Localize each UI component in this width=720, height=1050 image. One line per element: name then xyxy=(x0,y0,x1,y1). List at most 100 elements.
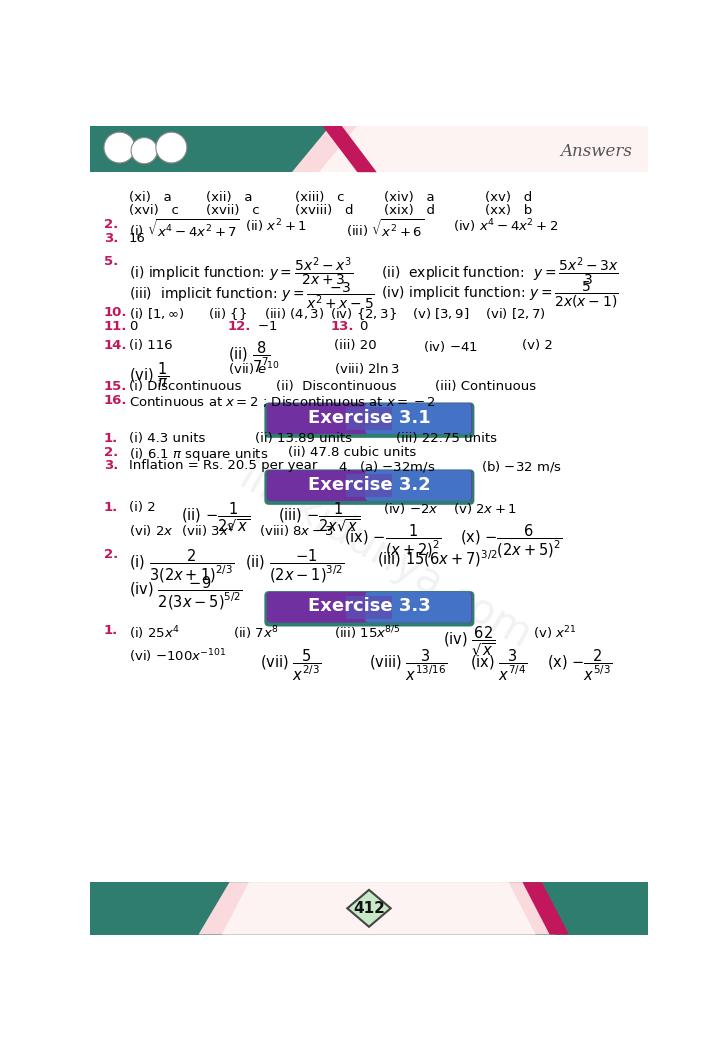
Text: 1.: 1. xyxy=(104,624,118,637)
Text: (xviii)   d: (xviii) d xyxy=(295,204,354,216)
Text: (xv)   d: (xv) d xyxy=(485,191,533,204)
Polygon shape xyxy=(292,126,648,172)
Text: 0: 0 xyxy=(129,320,137,333)
Text: (i) 4.3 units: (i) 4.3 units xyxy=(129,432,205,445)
Text: (iii) 22.75 units: (iii) 22.75 units xyxy=(396,432,497,445)
Text: (iii) $\sqrt{x^2+6}$: (iii) $\sqrt{x^2+6}$ xyxy=(346,217,425,239)
Text: (vi) $[2,7)$: (vi) $[2,7)$ xyxy=(485,307,546,321)
FancyBboxPatch shape xyxy=(264,469,474,505)
FancyBboxPatch shape xyxy=(365,470,472,501)
FancyBboxPatch shape xyxy=(266,470,472,501)
Text: (ii) $\{\}$: (ii) $\{\}$ xyxy=(208,307,247,322)
Circle shape xyxy=(131,138,158,164)
Text: Exercise 3.3: Exercise 3.3 xyxy=(307,597,431,615)
Text: (viii) $\dfrac{3}{x^{13/16}}$: (viii) $\dfrac{3}{x^{13/16}}$ xyxy=(369,647,447,682)
Polygon shape xyxy=(319,126,648,172)
Text: (ii) 13.89 units: (ii) 13.89 units xyxy=(255,432,352,445)
Text: (i) 6.1 $\pi$ square units: (i) 6.1 $\pi$ square units xyxy=(129,445,268,463)
Text: (vii) $3x^2$: (vii) $3x^2$ xyxy=(181,523,235,540)
FancyBboxPatch shape xyxy=(346,474,392,497)
Text: (iii)  implicit function: $y = \dfrac{-3}{x^2+x-5}$: (iii) implicit function: $y = \dfrac{-3}… xyxy=(129,280,374,311)
Text: ilmkidunya.com: ilmkidunya.com xyxy=(231,457,538,658)
Text: (xix)   d: (xix) d xyxy=(384,204,436,216)
Text: (ii) $\dfrac{-1}{(2x-1)^{3/2}}$: (ii) $\dfrac{-1}{(2x-1)^{3/2}}$ xyxy=(245,548,345,585)
Text: (vi) $-100x^{-101}$: (vi) $-100x^{-101}$ xyxy=(129,647,226,665)
Text: 10.: 10. xyxy=(104,307,127,319)
Text: (iv) $-2x$: (iv) $-2x$ xyxy=(383,501,438,516)
Text: (vi) $2x$: (vi) $2x$ xyxy=(129,523,174,538)
Text: (iv) $-41$: (iv) $-41$ xyxy=(423,339,478,354)
Text: (i) $\sqrt{x^4-4x^2+7}$: (i) $\sqrt{x^4-4x^2+7}$ xyxy=(129,217,240,239)
Text: (i) 2: (i) 2 xyxy=(129,501,156,514)
Circle shape xyxy=(104,132,135,163)
Text: (vii) $\dfrac{5}{x^{2/3}}$: (vii) $\dfrac{5}{x^{2/3}}$ xyxy=(261,647,322,682)
FancyBboxPatch shape xyxy=(266,592,472,623)
FancyBboxPatch shape xyxy=(365,592,472,623)
FancyBboxPatch shape xyxy=(266,403,472,434)
FancyBboxPatch shape xyxy=(90,172,648,882)
Text: (iv) implicit function: $y = \dfrac{5}{2x(x-1)}$: (iv) implicit function: $y = \dfrac{5}{2… xyxy=(381,280,618,311)
Text: Inflation = Rs. 20.5 per year: Inflation = Rs. 20.5 per year xyxy=(129,460,317,472)
Circle shape xyxy=(156,132,187,163)
Text: (xii)   a: (xii) a xyxy=(206,191,253,204)
Text: (ii)  Discontinuous: (ii) Discontinuous xyxy=(276,380,397,393)
Text: 14.: 14. xyxy=(104,339,127,353)
FancyBboxPatch shape xyxy=(346,407,392,430)
Text: (iv) $x^4-4x^2+2$: (iv) $x^4-4x^2+2$ xyxy=(453,217,558,235)
Text: (xvii)   c: (xvii) c xyxy=(206,204,260,216)
Text: (iii) $-\dfrac{1}{2x\sqrt{x}}$: (iii) $-\dfrac{1}{2x\sqrt{x}}$ xyxy=(277,501,359,534)
Text: 2.: 2. xyxy=(104,445,118,459)
FancyBboxPatch shape xyxy=(264,591,474,627)
Text: (ii) $-\dfrac{1}{2\sqrt{x}}$: (ii) $-\dfrac{1}{2\sqrt{x}}$ xyxy=(181,501,251,534)
Text: 15.: 15. xyxy=(104,380,127,393)
Text: (ii) $7x^8$: (ii) $7x^8$ xyxy=(233,624,279,642)
Text: (vii) $e^{10}$: (vii) $e^{10}$ xyxy=(228,361,279,378)
Polygon shape xyxy=(90,882,648,934)
Text: Exercise 3.1: Exercise 3.1 xyxy=(307,408,431,427)
Text: 412: 412 xyxy=(353,901,385,916)
Text: $-1$: $-1$ xyxy=(256,320,277,333)
Text: (viii) $2\ln 3$: (viii) $2\ln 3$ xyxy=(334,361,400,376)
Text: (v) $2x+1$: (v) $2x+1$ xyxy=(453,501,517,516)
Polygon shape xyxy=(347,889,391,927)
Text: (iii) Continuous: (iii) Continuous xyxy=(435,380,536,393)
Polygon shape xyxy=(323,126,377,172)
Polygon shape xyxy=(222,882,536,934)
Text: (i) $[1,\infty)$: (i) $[1,\infty)$ xyxy=(129,307,184,321)
Text: 1.: 1. xyxy=(104,501,118,514)
Text: (xx)   b: (xx) b xyxy=(485,204,533,216)
Polygon shape xyxy=(90,126,648,172)
Text: (v) 2: (v) 2 xyxy=(523,339,554,353)
Text: (iv) $\dfrac{-9}{2(3x-5)^{5/2}}$: (iv) $\dfrac{-9}{2(3x-5)^{5/2}}$ xyxy=(129,575,242,612)
Text: (iii) $15(6x+7)^{3/2}$: (iii) $15(6x+7)^{3/2}$ xyxy=(377,548,498,569)
Text: 3.: 3. xyxy=(104,460,118,472)
Text: 13.: 13. xyxy=(330,320,354,333)
Text: (viii) $8x-3$: (viii) $8x-3$ xyxy=(259,523,334,538)
Text: 5.: 5. xyxy=(104,254,118,268)
Text: (i) $25x^4$: (i) $25x^4$ xyxy=(129,624,179,642)
Text: (iii) 20: (iii) 20 xyxy=(334,339,377,353)
FancyBboxPatch shape xyxy=(264,402,474,438)
Text: (ii) $\dfrac{8}{7^7}$: (ii) $\dfrac{8}{7^7}$ xyxy=(228,339,271,375)
Text: (xiii)   c: (xiii) c xyxy=(295,191,345,204)
Text: (ii)  explicit function:  $y = \dfrac{5x^2-3x}{3}$: (ii) explicit function: $y = \dfrac{5x^2… xyxy=(381,254,618,288)
Text: (xi)   a: (xi) a xyxy=(129,191,171,204)
Text: (x) $-\dfrac{6}{(2x+5)^2}$: (x) $-\dfrac{6}{(2x+5)^2}$ xyxy=(461,523,563,560)
Text: (xvi)   c: (xvi) c xyxy=(129,204,179,216)
Text: (iv) $\dfrac{62}{\sqrt{x}}$: (iv) $\dfrac{62}{\sqrt{x}}$ xyxy=(443,624,495,657)
Text: (ii) $x^2+1$: (ii) $x^2+1$ xyxy=(245,217,307,235)
Text: (x) $-\dfrac{2}{x^{5/3}}$: (x) $-\dfrac{2}{x^{5/3}}$ xyxy=(547,647,613,682)
Text: 2.: 2. xyxy=(104,217,118,231)
Text: 3.: 3. xyxy=(104,232,118,246)
Text: (vi) $\dfrac{1}{\pi}$: (vi) $\dfrac{1}{\pi}$ xyxy=(129,361,168,391)
Text: 16.: 16. xyxy=(104,394,127,407)
Text: Exercise 3.2: Exercise 3.2 xyxy=(307,476,431,494)
Text: (i) $\dfrac{2}{3(2x+1)^{2/3}}$: (i) $\dfrac{2}{3(2x+1)^{2/3}}$ xyxy=(129,548,234,585)
Text: (v) $x^{21}$: (v) $x^{21}$ xyxy=(534,624,577,642)
Text: (xiv)   a: (xiv) a xyxy=(384,191,435,204)
Text: Continuous at $x = 2$ ; Discontinuous at $x = -2$: Continuous at $x = 2$ ; Discontinuous at… xyxy=(129,394,436,408)
Polygon shape xyxy=(523,882,569,934)
Text: Answers: Answers xyxy=(561,143,632,160)
Text: (ix) $\dfrac{3}{x^{7/4}}$: (ix) $\dfrac{3}{x^{7/4}}$ xyxy=(469,647,527,682)
Text: 2.: 2. xyxy=(104,548,118,561)
